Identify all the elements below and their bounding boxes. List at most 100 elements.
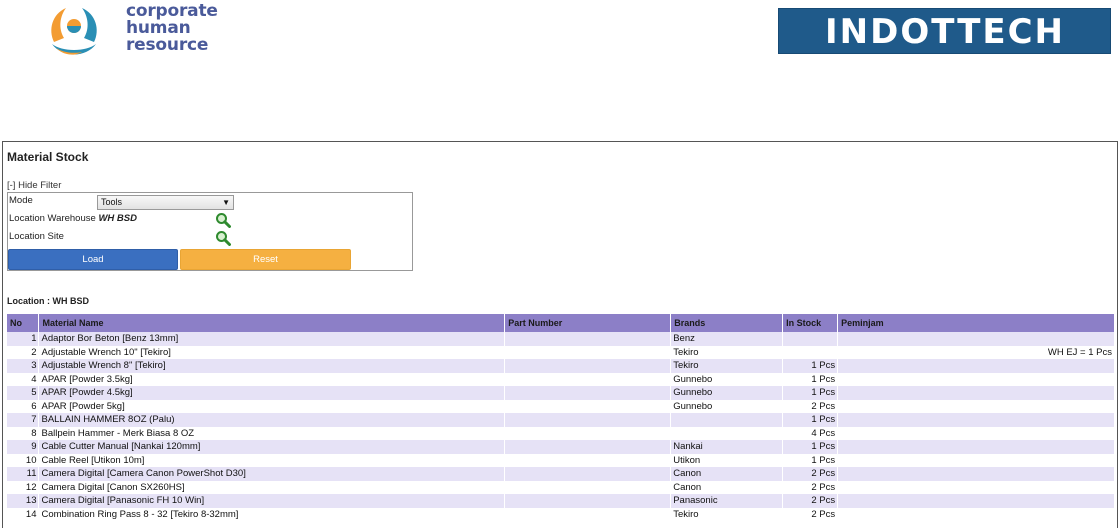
cell-peminjam: WH EJ = 1 Pcs [837,345,1115,359]
cell-in-stock: 2 Pcs [782,467,839,481]
cell-material-name: Adjustable Wrench 10" [Tekiro] [38,345,506,359]
material-stock-panel: Material Stock [-] Hide Filter Mode Tool… [2,141,1118,528]
cell-in-stock: 2 Pcs [782,507,839,521]
mode-select[interactable]: Tools ▼ [97,195,234,210]
column-header-material-name[interactable]: Material Name [38,314,506,332]
cell-material-name: Camera Digital [Canon SX260HS] [38,480,506,494]
table-row[interactable]: 1 Adaptor Bor Beton [Benz 13mm] Benz [7,332,1115,346]
cell-material-name: APAR [Powder 5kg] [38,399,506,413]
column-header-part-number[interactable]: Part Number [504,314,672,332]
cell-material-name: Cable Reel [Utikon 10m] [38,453,506,467]
cell-no: 2 [7,345,40,359]
cell-peminjam [837,372,1115,386]
cell-brand: Tekiro [670,359,784,373]
table-row[interactable]: 13 Camera Digital [Panasonic FH 10 Win] Pa… [7,494,1115,508]
column-header-in-stock[interactable]: In Stock [782,314,839,332]
cell-peminjam [837,494,1115,508]
cell-peminjam [837,507,1115,521]
cell-peminjam [837,332,1115,346]
cell-material-name: APAR [Powder 3.5kg] [38,372,506,386]
cell-part-number [504,494,672,508]
indottech-logo: INDOTTECH [778,8,1111,54]
cell-material-name: APAR [Powder 4.5kg] [38,386,506,400]
cell-in-stock: 4 Pcs [782,426,839,440]
mode-label: Mode [9,195,33,206]
cell-peminjam [837,413,1115,427]
table-row[interactable]: 10 Cable Reel [Utikon 10m] Utikon 1 Pcs [7,453,1115,467]
table-row[interactable]: 4 APAR [Powder 3.5kg] Gunnebo 1 Pcs [7,372,1115,386]
cell-brand: Tekiro [670,507,784,521]
cell-part-number [504,372,672,386]
cell-material-name: Cable Cutter Manual [Nankai 120mm] [38,440,506,454]
cell-material-name: Camera Digital [Camera Canon PowerShot D… [38,467,506,481]
cell-peminjam [837,480,1115,494]
table-row[interactable]: 7 BALLAIN HAMMER 8OZ (Palu) 1 Pcs [7,413,1115,427]
table-row[interactable]: 3 Adjustable Wrench 8" [Tekiro] Tekiro 1 Pc… [7,359,1115,373]
filter-box: Mode Tools ▼ Location Warehouse WH BSD L… [7,192,413,271]
chr-logo-line: human [126,18,191,38]
column-header-peminjam[interactable]: Peminjam [837,314,1115,332]
page-title: Material Stock [7,150,89,164]
mode-select-value: Tools [101,197,123,207]
cell-no: 14 [7,507,40,521]
chr-logo-line: corporate [126,1,218,21]
search-warehouse-icon[interactable] [215,212,231,228]
column-header-brands[interactable]: Brands [670,314,784,332]
cell-no: 7 [7,413,40,427]
search-site-icon[interactable] [215,230,231,246]
load-button[interactable]: Load [8,249,178,270]
chr-logo-line: resource [126,35,209,55]
cell-no: 11 [7,467,40,481]
cell-brand [670,426,784,440]
cell-brand: Nankai [670,440,784,454]
cell-brand [670,413,784,427]
cell-in-stock: 2 Pcs [782,494,839,508]
table-row[interactable]: 8 Ballpein Hammer - Merk Biasa 8 OZ 4 Pcs [7,426,1115,440]
cell-part-number [504,399,672,413]
location-warehouse-value: WH BSD [98,213,137,224]
cell-part-number [504,426,672,440]
cell-in-stock: 1 Pcs [782,386,839,400]
hide-filter-toggle[interactable]: [-] Hide Filter [7,180,62,191]
cell-material-name: BALLAIN HAMMER 8OZ (Palu) [38,413,506,427]
location-warehouse-row: Location Warehouse WH BSD [9,213,137,224]
cell-peminjam [837,440,1115,454]
table-row[interactable]: 9 Cable Cutter Manual [Nankai 120mm] Nanka… [7,440,1115,454]
cell-no: 5 [7,386,40,400]
reset-button[interactable]: Reset [180,249,351,270]
location-warehouse-label: Location Warehouse [9,213,96,224]
table-row[interactable]: 11 Camera Digital [Camera Canon PowerShot… [7,467,1115,481]
cell-no: 8 [7,426,40,440]
cell-in-stock: 2 Pcs [782,399,839,413]
location-heading: Location : WH BSD [7,296,89,306]
cell-brand: Gunnebo [670,372,784,386]
location-site-label: Location Site [9,231,64,242]
cell-part-number [504,359,672,373]
table-header-row: No Material Name Part Number Brands In S… [7,314,1115,332]
cell-material-name: Camera Digital [Panasonic FH 10 Win] [38,494,506,508]
table-body: 1 Adaptor Bor Beton [Benz 13mm] Benz 2 Adjus… [7,332,1115,521]
cell-peminjam [837,453,1115,467]
cell-brand: Canon [670,480,784,494]
cell-no: 3 [7,359,40,373]
chr-hands-globe-icon [51,8,97,55]
page-header: corporate human resource INDOTTECH [0,0,1120,70]
cell-no: 10 [7,453,40,467]
cell-part-number [504,440,672,454]
table-row[interactable]: 14 Combination Ring Pass 8 - 32 [Tekiro 8… [7,507,1115,521]
table-row[interactable]: 2 Adjustable Wrench 10" [Tekiro] Tekiro WH … [7,345,1115,359]
table-row[interactable]: 5 APAR [Powder 4.5kg] Gunnebo 1 Pcs [7,386,1115,400]
table-row[interactable]: 12 Camera Digital [Canon SX260HS] Canon 2 P… [7,480,1115,494]
cell-part-number [504,386,672,400]
cell-part-number [504,467,672,481]
cell-part-number [504,453,672,467]
table-row[interactable]: 6 APAR [Powder 5kg] Gunnebo 2 Pcs [7,399,1115,413]
cell-brand: Gunnebo [670,386,784,400]
cell-material-name: Adjustable Wrench 8" [Tekiro] [38,359,506,373]
cell-material-name: Adaptor Bor Beton [Benz 13mm] [38,332,506,346]
column-header-no[interactable]: No [7,314,40,332]
cell-no: 1 [7,332,40,346]
cell-no: 13 [7,494,40,508]
cell-in-stock [782,332,839,346]
cell-part-number [504,332,672,346]
